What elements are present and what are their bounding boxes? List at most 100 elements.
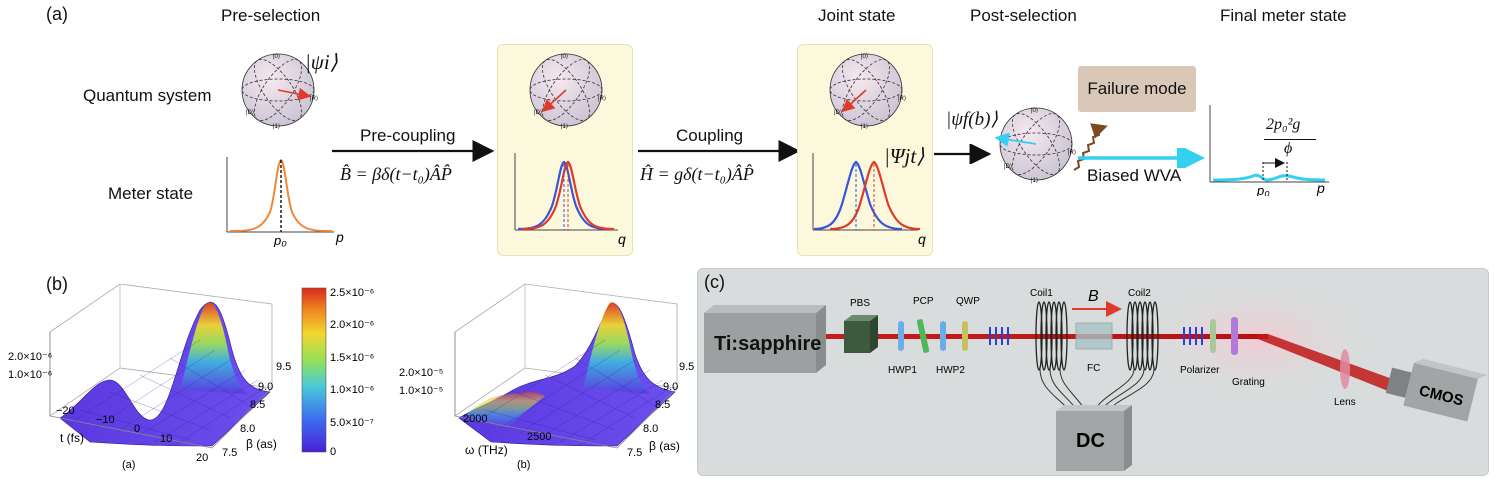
middle-meter-plot: q (514, 153, 626, 247)
ket-1-label: |1⟩ (861, 123, 868, 130)
colorbar-tick: 0 (330, 446, 336, 458)
y-tick: 8.0 (240, 423, 255, 435)
psi-f-label: |ψf(b)⟩ (946, 109, 998, 130)
hwp1-plate (898, 321, 904, 351)
ket-0-label: |0⟩ (861, 53, 868, 60)
x-tick: 2000 (463, 413, 487, 425)
x-tick: −20 (56, 405, 75, 417)
middle-bloch-sphere: |0⟩ |1⟩ |R⟩ |D⟩ (529, 53, 606, 130)
x-axis-label: t (fs) (60, 431, 84, 445)
ket-0-label: |0⟩ (273, 53, 280, 60)
dc-box (1056, 405, 1132, 471)
polarizer-plate (1210, 319, 1216, 353)
red-gaussian (521, 160, 615, 231)
laser-box (704, 305, 826, 373)
coupling-label: Coupling (676, 126, 744, 145)
coil1-label: Coil1 (1030, 288, 1053, 299)
panel-c-label: (c) (704, 272, 725, 292)
polarization-markers-1 (989, 327, 1009, 345)
preselection-bloch-sphere: |0⟩ |1⟩ |R⟩ |D⟩ (241, 53, 318, 130)
failure-mode-box: Failure mode (1078, 66, 1196, 112)
y-tick: 9.5 (679, 361, 694, 373)
postselection-heading: Post-selection (970, 6, 1077, 25)
blue-gaussian (813, 160, 903, 231)
biased-wva-arrow (1078, 148, 1205, 168)
ket-1-label: |1⟩ (561, 123, 568, 130)
coil1 (1035, 301, 1068, 371)
x-tick: 10 (160, 433, 172, 445)
postselection-arrow (934, 144, 992, 164)
ket-r-label: |R⟩ (1068, 149, 1076, 156)
field-label: B (1088, 288, 1099, 305)
meter-state-label: Meter state (108, 184, 194, 203)
preselection-meter-plot: p₀ p (226, 157, 344, 247)
ket-0-label: |0⟩ (561, 53, 568, 60)
fc-label: FC (1087, 363, 1100, 374)
hwp2-label: HWP2 (936, 365, 965, 376)
plot-a-sublabel: (a) (122, 459, 135, 471)
x-tick: 0 (134, 423, 140, 435)
p0-tick: p₀ (273, 233, 287, 247)
polarization-markers-2 (1183, 327, 1203, 345)
q-axis-label: q (618, 231, 626, 247)
y-tick: 7.5 (222, 447, 237, 459)
q-axis-label: q (918, 231, 926, 247)
biased-wva-label: Biased WVA (1087, 166, 1182, 185)
hwp2-plate (940, 321, 946, 351)
precoupling-label: Pre-coupling (360, 126, 456, 145)
shift-numerator: 2p₀²g (1266, 116, 1301, 133)
shift-fraction-bar (1264, 139, 1316, 140)
joint-state-ket: |Ψjt⟩ (884, 144, 925, 168)
ket-r-label: |R⟩ (898, 95, 906, 102)
colorbar-tick: 1.5×10⁻⁶ (330, 352, 374, 364)
y-axis-label: β (as) (649, 439, 680, 453)
setup-drawing: Ti:sapphire PBS PCP QWP HWP1 HWP2 Coil1 (704, 279, 1488, 471)
pbs-cube (844, 315, 878, 353)
red-gaussian (829, 160, 921, 231)
state-vector (541, 89, 567, 113)
ket-d-label: |D⟩ (246, 109, 254, 116)
hwp1-label: HWP1 (888, 365, 917, 376)
panel-a-label: (a) (46, 4, 68, 24)
pcp-plate (916, 319, 930, 353)
fc-cell (1075, 322, 1113, 350)
dc-label: DC (1076, 430, 1105, 452)
cmos-camera: CMOS (1385, 358, 1488, 422)
grating-plate (1231, 317, 1238, 355)
p-axis-label: p (335, 229, 344, 245)
colorbar-tick: 2.5×10⁻⁶ (330, 287, 374, 299)
y-tick: 8.5 (250, 399, 265, 411)
y-tick: 7.5 (627, 447, 642, 459)
state-vector (841, 89, 867, 113)
panel-b-label: (b) (46, 274, 68, 294)
z-tick: 1.0×10⁻⁵ (399, 385, 443, 397)
lens (1340, 349, 1350, 389)
x-axis-label: ω (THz) (465, 443, 508, 457)
pcp-label: PCP (913, 296, 934, 307)
y-tick: 9.5 (276, 361, 291, 373)
ket-1-label: |1⟩ (1031, 177, 1038, 184)
z-tick: 2.0×10⁻⁶ (8, 351, 52, 363)
p0-tick: p₀ (1256, 183, 1270, 196)
lens-label: Lens (1334, 397, 1356, 408)
grating-label: Grating (1232, 377, 1265, 388)
ket-d-label: |D⟩ (1004, 163, 1012, 170)
colorbar: 2.5×10⁻⁶ 2.0×10⁻⁶ 1.5×10⁻⁶ 1.0×10⁻⁶ 5.0×… (301, 287, 374, 458)
ket-1-label: |1⟩ (273, 123, 280, 130)
z-tick: 1.0×10⁻⁶ (8, 369, 52, 381)
blue-gaussian (517, 160, 611, 231)
coupling-equation: Ĥ = gδ(t−t₀)ÂP̂ (640, 164, 754, 184)
ket-r-label: |R⟩ (310, 95, 318, 102)
plot-b-sublabel: (b) (517, 459, 530, 471)
final-meter-heading: Final meter state (1220, 6, 1347, 25)
experimental-setup-panel: Ti:sapphire PBS PCP QWP HWP1 HWP2 Coil1 (697, 268, 1489, 476)
final-distribution (1212, 173, 1326, 182)
qwp-label: QWP (956, 296, 980, 307)
p-axis-label: p (1316, 180, 1325, 196)
joint-state-heading: Joint state (818, 6, 896, 25)
y-tick: 9.0 (258, 381, 273, 393)
coil2-label: Coil2 (1128, 288, 1151, 299)
coupling-arrow (638, 140, 801, 162)
x-tick: 2500 (527, 431, 551, 443)
shift-denominator: ϕ (1284, 140, 1293, 157)
